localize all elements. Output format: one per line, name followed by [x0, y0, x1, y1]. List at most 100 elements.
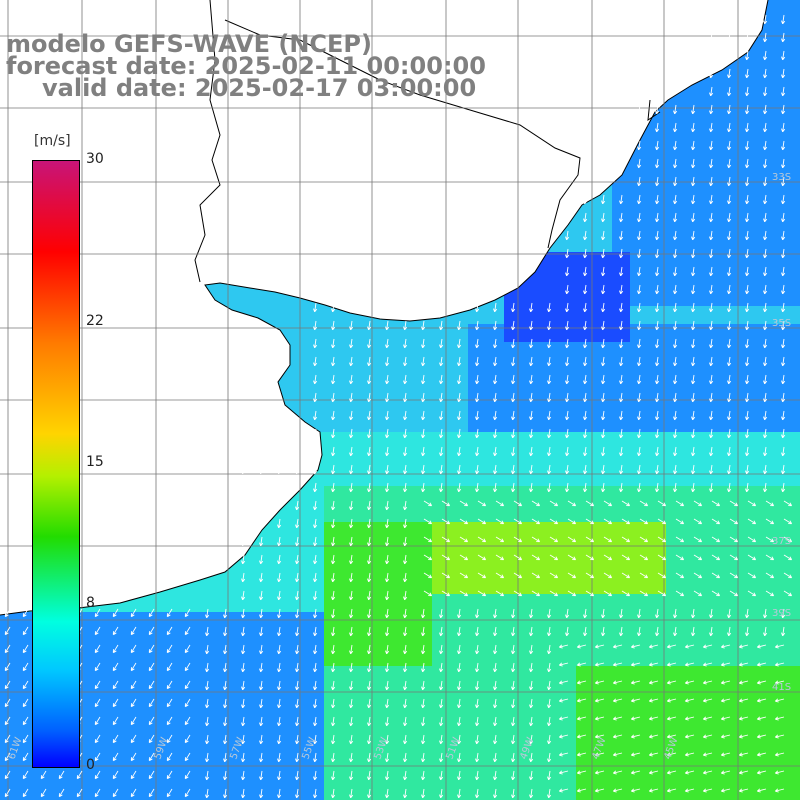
wind-arrow [511, 788, 516, 799]
speed-cell [306, 630, 324, 648]
wind-arrow [684, 734, 695, 739]
speed-cell [792, 666, 800, 684]
speed-cell [576, 792, 594, 800]
speed-cell [774, 432, 792, 450]
wind-arrow [313, 680, 318, 691]
wind-arrow [565, 338, 570, 349]
wind-arrow [295, 554, 300, 565]
speed-cell [504, 630, 522, 648]
wind-arrow [4, 626, 11, 636]
speed-cell [756, 540, 774, 558]
wind-arrow [184, 788, 191, 798]
wind-arrow [603, 554, 613, 561]
speed-cell [702, 396, 720, 414]
wind-arrow [781, 14, 786, 25]
speed-cell [468, 540, 486, 558]
speed-cell [522, 630, 540, 648]
speed-cell [270, 558, 288, 576]
speed-cell [522, 702, 540, 720]
speed-cell [216, 288, 234, 306]
speed-cell [792, 468, 800, 486]
speed-cell [792, 126, 800, 144]
speed-cell [468, 630, 486, 648]
speed-cell [594, 342, 612, 360]
speed-cell [540, 288, 558, 306]
speed-cell [612, 270, 630, 288]
wind-arrow [601, 374, 606, 385]
speed-cell [378, 486, 396, 504]
wind-arrow [729, 572, 739, 579]
wind-arrow [745, 158, 750, 169]
speed-cell [612, 288, 630, 306]
speed-cell [594, 522, 612, 540]
speed-cell [684, 216, 702, 234]
wind-arrow [385, 698, 390, 709]
speed-cell [774, 306, 792, 324]
speed-cell [666, 684, 684, 702]
wind-arrow [727, 338, 732, 349]
wind-arrow [756, 734, 767, 739]
speed-cell [450, 774, 468, 792]
wind-arrow [547, 608, 552, 619]
wind-arrow [693, 572, 703, 579]
speed-cell [432, 612, 450, 630]
wind-arrow [639, 572, 649, 579]
speed-cell [594, 504, 612, 522]
wind-arrow [648, 752, 659, 757]
speed-cell [234, 288, 252, 306]
speed-cell [216, 720, 234, 738]
wind-arrow [349, 788, 354, 799]
wind-arrow [295, 662, 300, 673]
speed-cell [738, 684, 756, 702]
speed-cell [702, 90, 720, 108]
wind-arrow [493, 428, 498, 439]
speed-cell [414, 468, 432, 486]
wind-arrow [745, 428, 750, 439]
wind-arrow [295, 716, 300, 727]
speed-cell [450, 738, 468, 756]
speed-cell [738, 108, 756, 126]
speed-cell [378, 756, 396, 774]
speed-cell [396, 450, 414, 468]
speed-cell [450, 648, 468, 666]
speed-cell [504, 684, 522, 702]
wind-arrow [22, 698, 29, 708]
speed-cell [540, 738, 558, 756]
speed-cell [126, 612, 144, 630]
wind-arrow [457, 752, 462, 763]
speed-cell [90, 630, 108, 648]
wind-arrow [112, 644, 119, 654]
speed-cell [540, 486, 558, 504]
speed-cell [540, 396, 558, 414]
speed-cell [630, 576, 648, 594]
wind-arrow [583, 284, 588, 295]
wind-arrow [277, 680, 282, 691]
wind-arrow [457, 464, 462, 475]
speed-cell [666, 468, 684, 486]
speed-cell [306, 306, 324, 324]
speed-cell [396, 648, 414, 666]
speed-cell [648, 360, 666, 378]
speed-cell [288, 666, 306, 684]
speed-cell [234, 666, 252, 684]
wind-arrow [112, 752, 119, 762]
speed-cell [756, 306, 774, 324]
wind-arrow [349, 572, 354, 583]
speed-cell [486, 702, 504, 720]
wind-arrow [558, 734, 569, 739]
wind-arrow [295, 500, 300, 511]
speed-cell [684, 630, 702, 648]
wind-arrow [403, 392, 408, 403]
wind-arrow [313, 734, 318, 745]
speed-cell [342, 360, 360, 378]
speed-cell [648, 144, 666, 162]
wind-arrow [367, 302, 372, 313]
speed-cell [486, 396, 504, 414]
wind-arrow [709, 464, 714, 475]
wind-arrow [331, 680, 336, 691]
wind-arrow [4, 644, 11, 654]
speed-cell [792, 252, 800, 270]
wind-arrow [259, 536, 264, 547]
speed-cell [630, 486, 648, 504]
wind-arrow [693, 590, 703, 597]
